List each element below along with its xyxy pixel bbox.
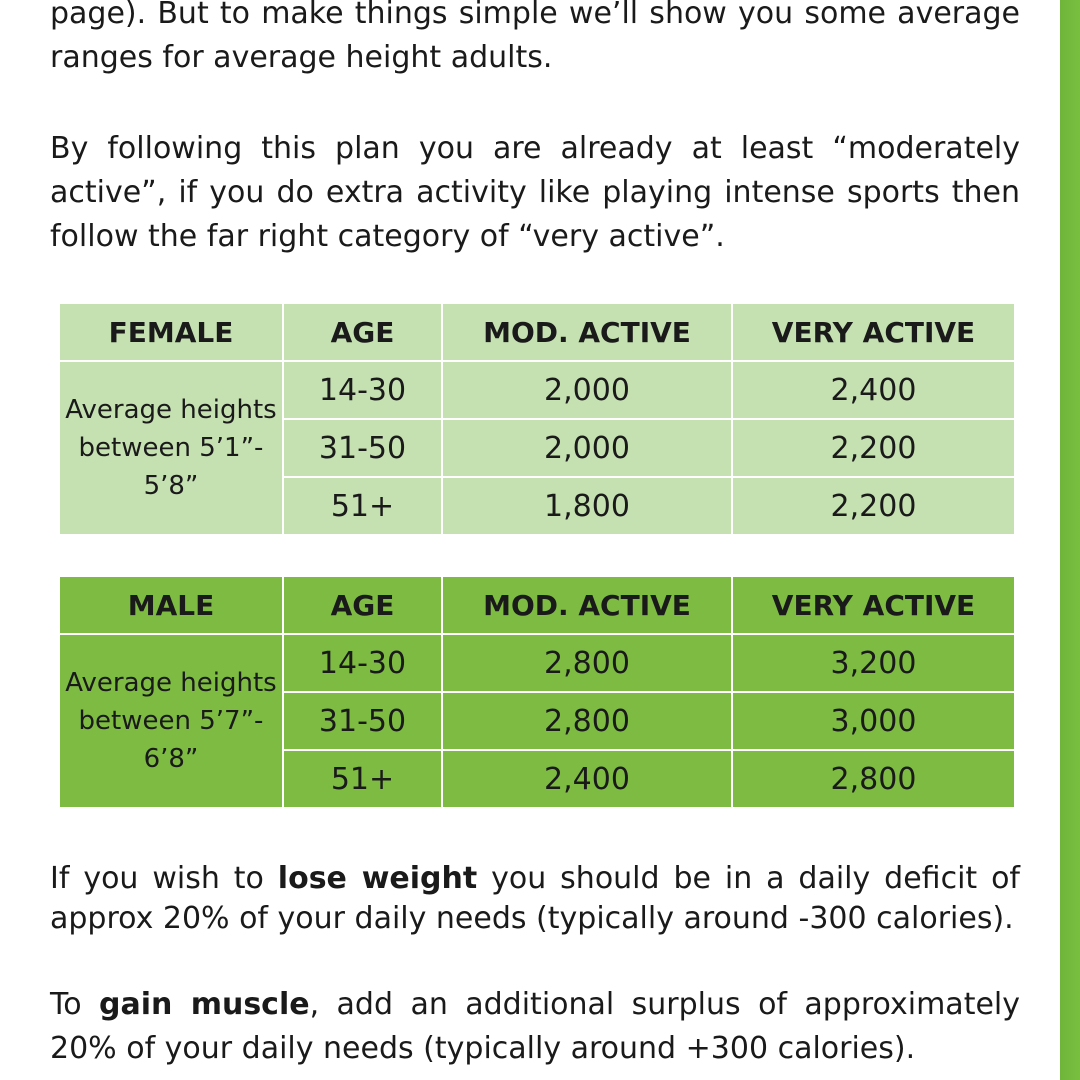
activity-note-paragraph: By following this plan you are already a… xyxy=(50,131,1020,254)
table-header-row: MALE AGE MOD. ACTIVE VERY ACTIVE xyxy=(58,575,1016,635)
header-very-active: VERY ACTIVE xyxy=(731,575,1016,635)
very-active-cell: 3,200 xyxy=(731,633,1016,693)
header-age: AGE xyxy=(282,302,443,362)
header-age: AGE xyxy=(282,575,443,635)
header-mod-active: MOD. ACTIVE xyxy=(441,575,733,635)
table-row: 31-50 2,000 2,200 xyxy=(59,418,1016,478)
very-active-cell: 2,200 xyxy=(731,418,1016,478)
table-row: Average heights between 5’1”- 5’8” 14-30… xyxy=(58,360,1016,536)
gain-muscle-prefix: To xyxy=(50,987,100,1022)
table-row: 51+ 1,800 2,200 xyxy=(59,476,1016,536)
mod-active-cell: 2,800 xyxy=(441,633,733,693)
age-cell: 14-30 xyxy=(282,633,443,693)
header-gender: FEMALE xyxy=(58,302,284,362)
mod-active-cell: 2,000 xyxy=(441,360,733,420)
age-cell: 51+ xyxy=(282,476,443,536)
header-mod-active: MOD. ACTIVE xyxy=(441,302,733,362)
male-calorie-table: MALE AGE MOD. ACTIVE VERY ACTIVE Average… xyxy=(58,575,1016,809)
mod-active-cell: 2,000 xyxy=(441,418,733,478)
gain-muscle-suffix: , add an additional surplus of approxima… xyxy=(50,987,1020,1066)
lose-weight-suffix: you should be in a daily deficit of appr… xyxy=(50,861,1020,936)
table-row: 31-50 2,800 3,000 xyxy=(59,691,1016,751)
table-header-row: FEMALE AGE MOD. ACTIVE VERY ACTIVE xyxy=(58,302,1016,362)
age-cell: 14-30 xyxy=(282,360,443,420)
header-gender: MALE xyxy=(58,575,284,635)
mod-active-cell: 2,800 xyxy=(441,691,733,751)
page-edge-bar xyxy=(1060,0,1080,1080)
very-active-cell: 3,000 xyxy=(731,691,1016,751)
height-description: Average heights between 5’1”- 5’8” xyxy=(58,360,284,536)
gain-muscle-emphasis: gain muscle xyxy=(99,987,310,1022)
lose-weight-prefix: If you wish to xyxy=(50,861,278,896)
very-active-cell: 2,800 xyxy=(731,749,1016,809)
age-cell: 31-50 xyxy=(282,691,443,751)
height-description: Average heights between 5’7”- 6’8” xyxy=(58,633,284,809)
very-active-cell: 2,400 xyxy=(731,360,1016,420)
mod-active-cell: 2,400 xyxy=(441,749,733,809)
female-calorie-table: FEMALE AGE MOD. ACTIVE VERY ACTIVE Avera… xyxy=(58,302,1016,536)
very-active-cell: 2,200 xyxy=(731,476,1016,536)
gain-muscle-paragraph: To gain muscle, add an additional surplu… xyxy=(50,983,1020,1071)
intro-paragraph: page). But to make things simple we’ll s… xyxy=(50,0,1020,75)
age-cell: 51+ xyxy=(282,749,443,809)
table-row: Average heights between 5’7”- 6’8” 14-30… xyxy=(58,633,1016,809)
header-very-active: VERY ACTIVE xyxy=(731,302,1016,362)
mod-active-cell: 1,800 xyxy=(441,476,733,536)
lose-weight-emphasis: lose weight xyxy=(277,861,478,896)
lose-weight-paragraph: If you wish to lose weight you should be… xyxy=(50,859,1020,939)
age-cell: 31-50 xyxy=(282,418,443,478)
table-row: 51+ 2,400 2,800 xyxy=(59,749,1016,809)
